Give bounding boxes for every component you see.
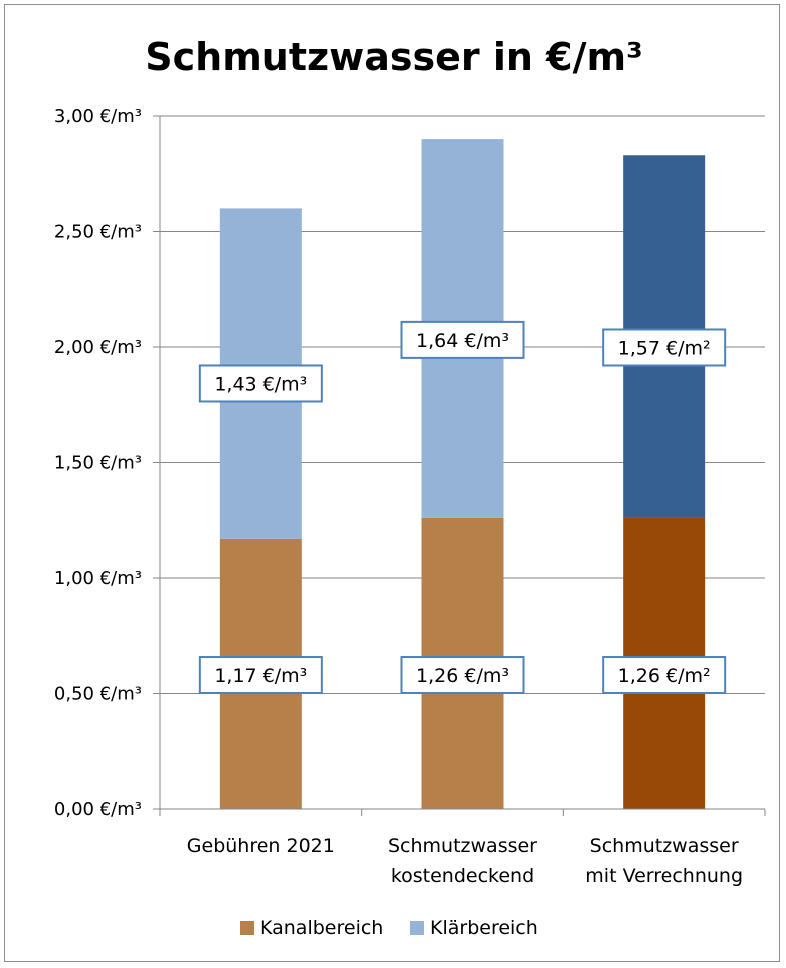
legend-swatch — [240, 921, 254, 935]
x-category-label: mit Verrechnung — [585, 865, 743, 887]
data-label: 1,43 €/m³ — [214, 373, 307, 395]
y-tick-label: 3,00 €/m³ — [54, 106, 142, 127]
data-label-box — [400, 656, 525, 695]
chart-title: Schmutzwasser in €/m³ — [145, 35, 642, 79]
data-label: 1,26 €/m² — [618, 665, 711, 687]
y-tick-label: 0,50 €/m³ — [54, 684, 142, 705]
x-category-label: Schmutzwasser — [590, 835, 739, 857]
data-label-box — [198, 364, 323, 403]
legend: Kanalbereich Klärbereich — [240, 917, 538, 939]
y-tick-label: 1,50 €/m³ — [54, 453, 142, 474]
y-tick-label: 1,00 €/m³ — [54, 568, 142, 589]
data-label: 1,26 €/m³ — [416, 665, 509, 687]
y-tick-label: 2,00 €/m³ — [54, 337, 142, 358]
data-label: 1,57 €/m² — [618, 337, 711, 359]
legend-label: Klärbereich — [430, 917, 538, 939]
x-category-label: kostendeckend — [391, 865, 534, 887]
bars — [219, 139, 706, 809]
legend-label: Kanalbereich — [260, 917, 383, 939]
data-labels: 1,17 €/m³ 1,43 €/m³ 1,26 €/m³ 1,64 €/m³ 1,26… — [198, 320, 727, 695]
x-category-label: Schmutzwasser — [388, 835, 537, 857]
axes: 0,00 €/m³ 0,50 €/m³ 1,00 €/m³ 1,50 €/m³ 2,00… — [54, 106, 766, 887]
data-label-box — [198, 656, 323, 695]
data-label: 1,64 €/m³ — [416, 330, 509, 352]
data-label-box — [602, 656, 727, 695]
y-tick-label: 0,00 €/m³ — [54, 799, 142, 820]
legend-swatch — [410, 921, 424, 935]
data-label: 1,17 €/m³ — [214, 665, 307, 687]
data-label-box — [602, 328, 727, 367]
y-tick-label: 2,50 €/m³ — [54, 222, 142, 243]
data-label-box — [400, 320, 525, 359]
x-category-label: Gebühren 2021 — [187, 835, 335, 857]
